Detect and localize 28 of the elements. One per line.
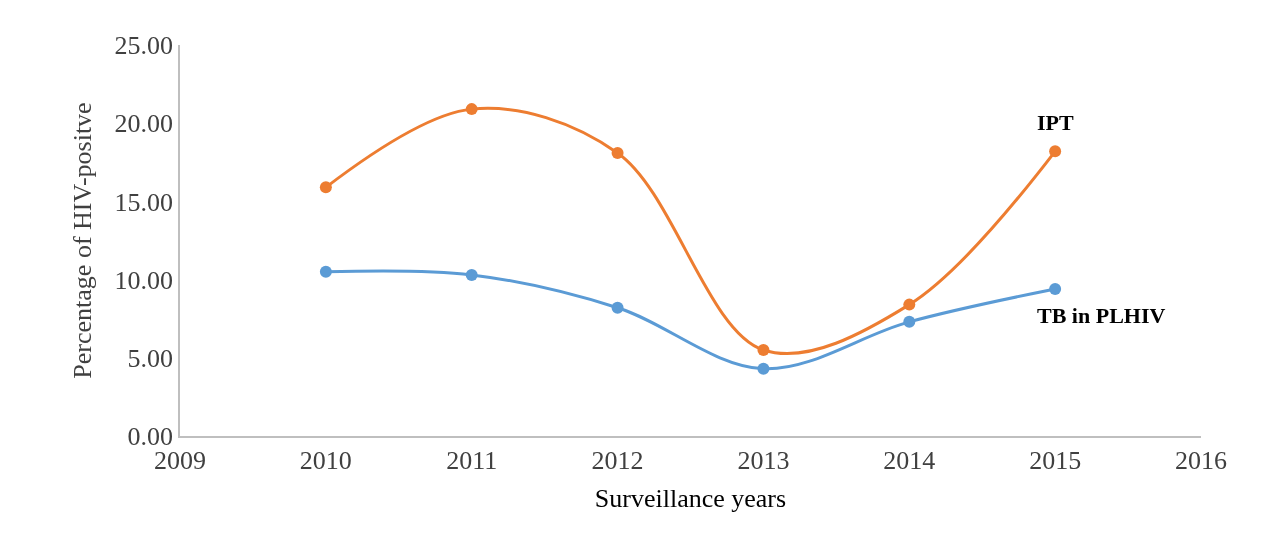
series-label: TB in PLHIV [1037,303,1166,328]
x-tick-label: 2014 [883,445,936,475]
point [611,301,624,314]
point [757,362,770,375]
point [465,268,478,281]
point [319,181,332,194]
x-tick-label: 2013 [737,445,790,475]
point [465,103,478,116]
x-tick-label: 2015 [1029,445,1082,475]
x-tick-label: 2016 [1175,445,1227,475]
x-tick-label: 2011 [446,445,498,475]
y-tick-label: 25.00 [114,31,174,61]
point [1049,145,1062,158]
point [1049,282,1062,295]
y-tick-label: 10.00 [114,265,174,295]
x-tick-label: 2010 [299,445,352,475]
series-label: IPT [1037,110,1074,135]
y-axis-title: Percentage of HIV-positve [68,102,98,379]
point [903,315,916,328]
point [757,343,770,356]
y-tick-label: 5.00 [127,343,174,373]
point [319,265,332,278]
x-axis-title: Surveillance years [594,484,787,514]
y-tick-label: 15.00 [114,187,174,217]
point [611,146,624,159]
point [903,298,916,311]
x-tick-label: 2012 [591,445,644,475]
y-tick-label: 20.00 [114,109,174,139]
